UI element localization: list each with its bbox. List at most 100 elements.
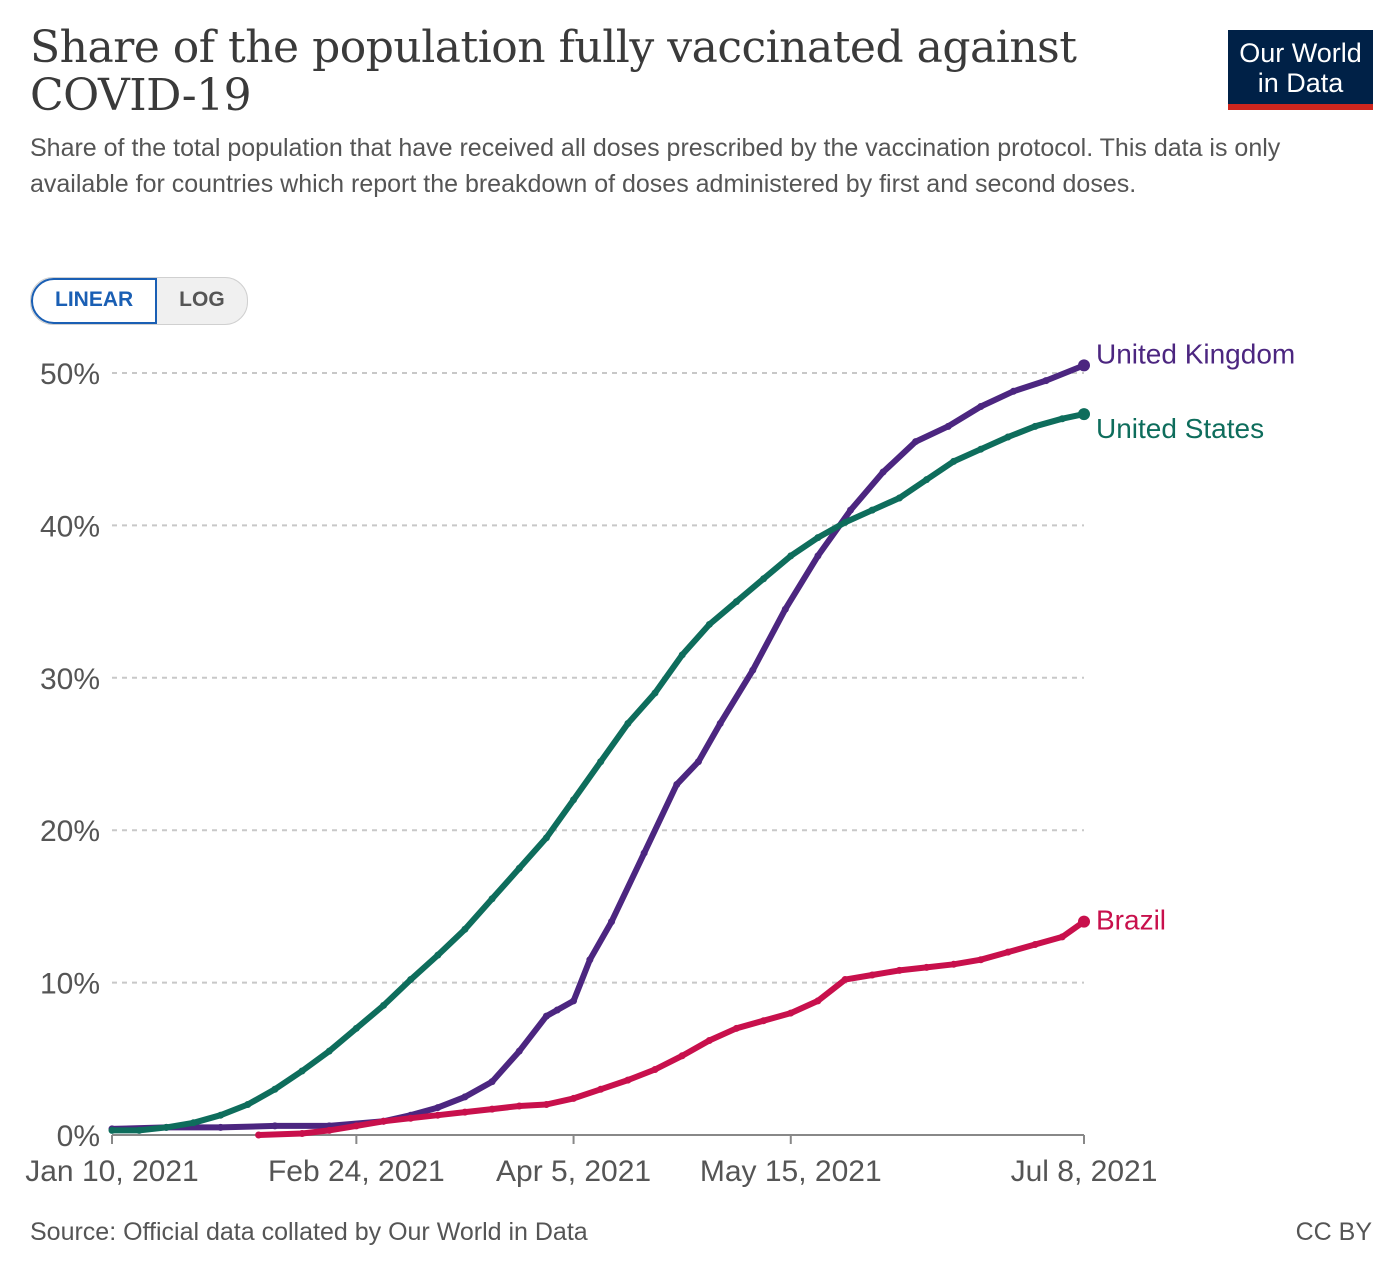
x-tick-label: Feb 24, 2021 <box>268 1155 445 1188</box>
series-label: United States <box>1096 413 1264 444</box>
series-end-marker <box>1078 359 1090 372</box>
data-point <box>944 422 952 430</box>
data-point <box>868 506 876 514</box>
data-point <box>705 1037 713 1045</box>
data-point <box>1031 422 1039 430</box>
data-point <box>515 1102 523 1110</box>
series-end-marker <box>1078 915 1090 928</box>
series-line-united-states <box>109 411 1087 1134</box>
scale-toggle: LINEAR LOG <box>30 277 248 325</box>
series-label: Brazil <box>1096 905 1166 936</box>
data-point <box>841 518 849 526</box>
data-point <box>352 1024 360 1032</box>
data-point <box>271 1122 279 1130</box>
data-point <box>1031 941 1039 948</box>
x-tick-label: May 15, 2021 <box>700 1155 882 1188</box>
data-point <box>749 666 757 674</box>
series-label: United Kingdom <box>1096 338 1295 369</box>
data-point <box>352 1122 360 1130</box>
data-point <box>732 598 740 606</box>
data-point <box>542 1012 550 1020</box>
data-point <box>271 1085 279 1093</box>
data-point <box>608 918 616 926</box>
license-link[interactable]: CC BY <box>1295 1218 1372 1246</box>
x-tick-label: Jan 10, 2021 <box>25 1155 198 1188</box>
data-point <box>189 1119 197 1127</box>
data-point <box>879 468 887 476</box>
y-tick-label: 20% <box>40 815 100 848</box>
data-point <box>673 780 681 788</box>
data-point <box>488 1105 496 1113</box>
data-point <box>407 976 415 984</box>
data-point <box>298 1129 306 1137</box>
data-point <box>461 1108 469 1116</box>
data-point <box>1004 948 1012 956</box>
data-point <box>787 1009 795 1017</box>
data-point <box>217 1111 225 1119</box>
data-point <box>515 1047 523 1055</box>
chart-subtitle: Share of the total population that have … <box>30 134 1281 198</box>
data-point <box>705 620 713 628</box>
linear-scale-button[interactable]: LINEAR <box>31 278 158 324</box>
data-point <box>814 997 822 1005</box>
data-point <box>923 476 931 484</box>
data-point <box>597 758 605 766</box>
data-point <box>217 1123 225 1131</box>
y-tick-label: 0% <box>57 1120 100 1153</box>
data-point <box>868 971 876 979</box>
data-point <box>694 758 702 766</box>
data-point <box>1058 415 1066 423</box>
series-end-marker <box>1078 408 1090 421</box>
data-point <box>1042 377 1050 385</box>
data-point <box>977 956 985 964</box>
data-point <box>434 1104 442 1112</box>
data-point <box>781 605 789 613</box>
data-point <box>570 1094 578 1102</box>
data-point <box>434 951 442 959</box>
log-scale-button[interactable]: LOG <box>179 288 225 311</box>
data-point <box>1058 933 1066 941</box>
data-point <box>732 1024 740 1032</box>
data-point <box>640 849 648 857</box>
data-point <box>515 864 523 872</box>
data-point <box>847 506 855 514</box>
logo-line-2: in Data <box>1257 68 1344 98</box>
x-tick-label: Apr 5, 2021 <box>496 1155 651 1188</box>
data-point <box>255 1131 263 1139</box>
data-point <box>597 1085 605 1093</box>
data-point <box>542 834 550 842</box>
data-point <box>912 438 920 446</box>
data-point <box>244 1101 252 1109</box>
data-point <box>787 552 795 560</box>
data-point <box>950 960 958 968</box>
data-point <box>570 997 578 1005</box>
data-point <box>895 966 903 974</box>
y-tick-label: 50% <box>40 358 100 391</box>
x-tick-label: Jul 8, 2021 <box>1011 1155 1158 1188</box>
data-point <box>651 1065 659 1073</box>
source-note: Source: Official data collated by Our Wo… <box>30 1218 588 1246</box>
data-point <box>108 1126 116 1134</box>
data-point <box>760 1017 768 1025</box>
data-point <box>553 1006 561 1014</box>
data-point <box>488 895 496 903</box>
y-tick-label: 40% <box>40 510 100 543</box>
data-point <box>461 1093 469 1101</box>
series-line-brazil <box>255 918 1087 1138</box>
data-point <box>488 1078 496 1086</box>
data-point <box>586 956 594 964</box>
data-point <box>923 963 931 971</box>
data-point <box>162 1123 170 1131</box>
y-tick-label: 30% <box>40 663 100 696</box>
data-point <box>542 1101 550 1109</box>
data-point <box>760 575 768 583</box>
data-point <box>434 1111 442 1119</box>
data-point <box>814 552 822 560</box>
data-point <box>325 1126 333 1134</box>
data-point <box>570 796 578 804</box>
data-point <box>407 1114 415 1122</box>
data-point <box>977 403 985 411</box>
data-point <box>651 689 659 697</box>
owid-logo[interactable]: Our World in Data <box>1228 30 1373 110</box>
